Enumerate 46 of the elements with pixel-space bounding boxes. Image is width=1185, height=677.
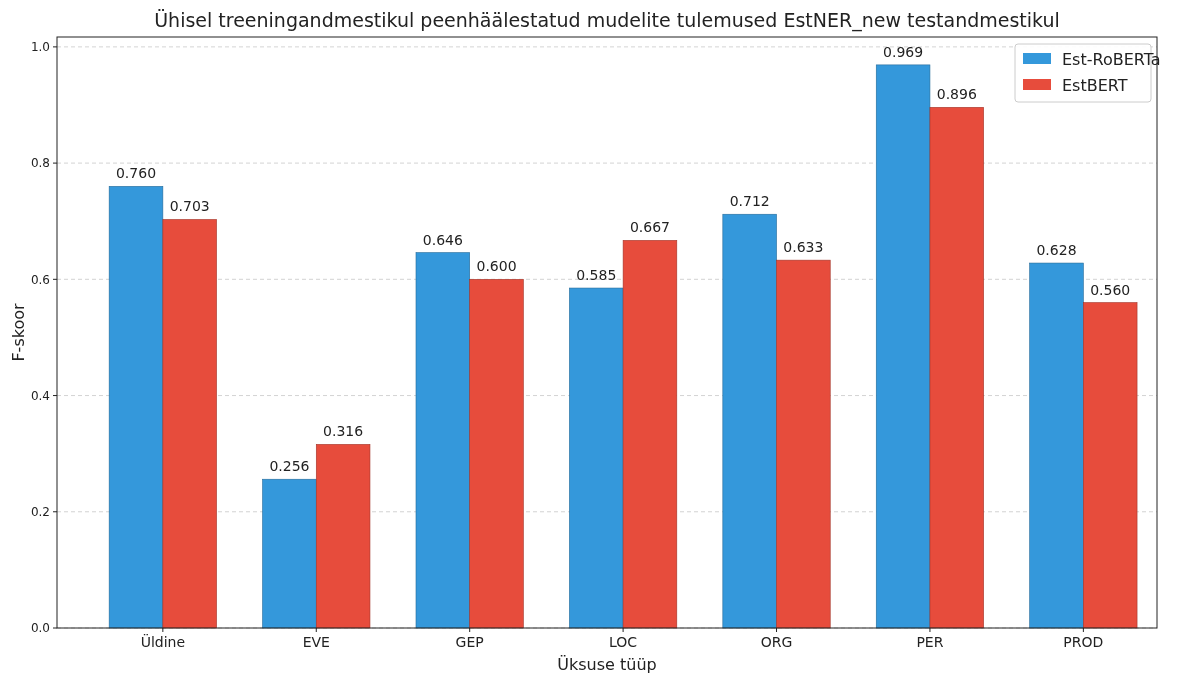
y-tick-label: 0.8 (30, 156, 50, 171)
text: 0.316 (323, 423, 364, 440)
bar (776, 259, 831, 629)
x-tick-label: PROD (1063, 634, 1104, 650)
y-tick-label: 0.6 (30, 272, 50, 287)
text: 0.633 (783, 239, 824, 256)
text: 0.896 (936, 86, 977, 103)
bar (929, 107, 984, 629)
text: 0.667 (629, 219, 670, 236)
bar (1083, 302, 1138, 629)
y-axis-title: F-skoor (9, 303, 28, 362)
text: 0.969 (883, 43, 924, 60)
bar (622, 240, 678, 629)
legend-label: Est-RoBERTa (1062, 49, 1161, 69)
y-tick-label: 0.0 (30, 621, 50, 636)
bar (262, 478, 317, 629)
text: 0.585 (576, 267, 617, 284)
bar (875, 64, 931, 629)
x-axis-title: Üksuse tüüp (557, 655, 657, 674)
y-tick-label: 1.0 (30, 40, 50, 55)
legend-label: EstBERT (1062, 75, 1128, 95)
text: 0.600 (476, 258, 517, 275)
text: 0.628 (1036, 242, 1077, 259)
text: 0.712 (729, 193, 770, 210)
y-tick-label: 0.4 (30, 388, 50, 403)
x-tick-label: Üldine (140, 633, 186, 650)
chart-title: Ühisel treeningandmestikul peenhäälestatud mudelite tulemused EstNER_new testandmestikul (154, 9, 1060, 32)
x-tick-label: EVE (302, 634, 330, 650)
x-tick-label: LOC (609, 634, 638, 650)
y-tick-label: 0.2 (30, 504, 50, 519)
x-tick-label: GEP (455, 634, 484, 650)
x-tick-label: PER (916, 634, 944, 650)
bar (469, 279, 524, 629)
bar (315, 444, 371, 629)
text: 0.646 (422, 231, 463, 248)
text: 0.256 (269, 458, 310, 475)
text: 0.703 (169, 198, 210, 215)
text: 0.760 (115, 165, 157, 182)
x-tick-label: ORG (760, 634, 793, 650)
bar (162, 219, 217, 629)
text: 0.560 (1090, 281, 1131, 298)
bar (1029, 262, 1084, 629)
bar (722, 213, 777, 629)
bar (108, 186, 164, 629)
bar (415, 252, 470, 629)
bar (569, 287, 624, 629)
